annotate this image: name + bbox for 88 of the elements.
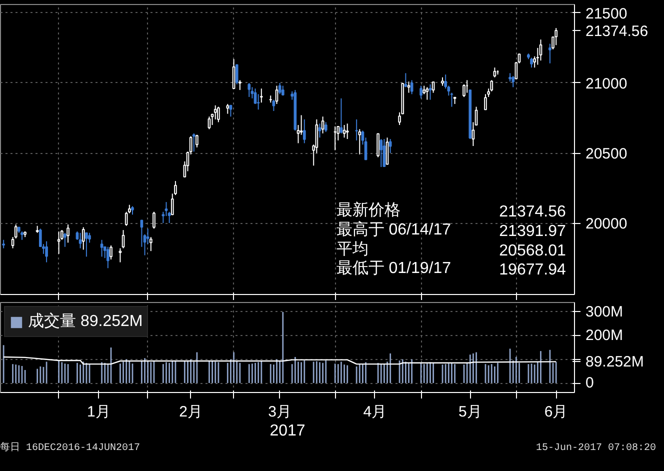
x-tick-label: 6月	[544, 404, 568, 420]
candlestick	[45, 240, 48, 263]
candlestick	[152, 211, 156, 230]
candlestick	[420, 85, 422, 99]
candlestick	[462, 84, 466, 98]
candlestick	[432, 81, 435, 94]
annotation: 最高于 06/14/17	[336, 220, 452, 238]
y-tick-label: 300M	[586, 303, 624, 320]
candlestick	[388, 138, 392, 154]
candlestick	[208, 116, 211, 130]
candlestick	[85, 232, 88, 258]
candlestick	[149, 236, 152, 252]
annotation: 19677.94	[499, 262, 566, 279]
y-tick-label: 20500	[586, 146, 628, 162]
y-tick-label: 21374.56	[586, 22, 648, 40]
annotation: 21391.97	[499, 222, 566, 240]
candlestick	[256, 94, 260, 110]
candlestick	[57, 230, 60, 254]
candlestick	[548, 43, 552, 64]
y-tick-label: 20000	[586, 216, 628, 233]
candlestick	[140, 220, 144, 248]
candlestick	[302, 118, 306, 144]
candlestick	[64, 232, 66, 248]
candlestick	[272, 99, 276, 112]
x-tick-label: 1月	[87, 404, 110, 420]
candlestick	[300, 114, 303, 136]
candlestick	[340, 98, 343, 134]
candlestick	[229, 104, 232, 118]
candlestick	[214, 104, 217, 120]
candlestick	[334, 126, 336, 151]
annotation: 最低于 01/19/17	[336, 260, 452, 278]
candlestick	[106, 246, 110, 269]
candlestick	[110, 244, 112, 260]
annotation: 最新价格	[336, 200, 400, 219]
candlestick	[530, 57, 533, 68]
y-tick-label: 89.252M	[586, 353, 644, 370]
candlestick	[124, 211, 128, 226]
line-series	[2, 356, 557, 365]
candlestick	[358, 128, 362, 155]
y-tick-label: 21500	[586, 5, 628, 22]
x-tick-label: 4月	[363, 404, 387, 420]
candlestick	[118, 248, 122, 263]
candlestick	[554, 28, 558, 46]
candlestick	[382, 138, 386, 168]
candlestick	[512, 75, 515, 88]
candlestick	[376, 132, 380, 158]
candlestick	[192, 132, 196, 152]
y-tick-label: 200M	[586, 327, 624, 344]
annotation: 21374.56	[499, 203, 566, 220]
text: 每日 16DEC2016-14JUN2017	[0, 443, 140, 455]
x-tick-label: 5月	[458, 404, 482, 420]
candlestick	[122, 230, 125, 249]
candlestick	[321, 116, 324, 134]
candlestick	[248, 82, 251, 98]
candlestick	[355, 118, 358, 141]
candlestick	[217, 106, 220, 123]
candlestick	[100, 239, 104, 258]
candlestick	[407, 81, 410, 94]
candlestick	[493, 67, 496, 78]
candlestick	[238, 80, 242, 90]
candlestick	[226, 103, 230, 114]
x-tick-label: 3月	[268, 404, 292, 420]
y-tick-label: 0	[586, 374, 594, 392]
candlestick	[196, 134, 198, 148]
candlestick	[426, 86, 429, 100]
candlestick	[164, 202, 168, 217]
candlestick	[78, 232, 82, 249]
candlestick	[174, 180, 177, 196]
candlestick	[235, 64, 238, 85]
legend-label: 成交量 89.252M	[28, 312, 143, 332]
x-axis-title: 2017	[270, 422, 306, 440]
candlestick	[484, 94, 487, 110]
annotation: 20568.01	[499, 242, 566, 260]
y-tick-label: 21000	[586, 75, 628, 92]
candlestick	[324, 122, 328, 132]
candlestick	[428, 84, 432, 100]
candlestick	[404, 72, 408, 88]
candlestick	[346, 123, 349, 140]
candlestick	[146, 228, 150, 245]
candlestick	[342, 124, 346, 138]
candlestick	[380, 138, 383, 168]
candlestick	[539, 39, 542, 62]
x-tick-label: 2月	[179, 404, 202, 420]
text: 15-Jun-2017 07:08:20	[536, 443, 656, 455]
candlestick	[66, 224, 70, 244]
candlestick	[260, 88, 263, 104]
annotation: 平均	[336, 240, 368, 258]
candlestick	[82, 226, 85, 250]
